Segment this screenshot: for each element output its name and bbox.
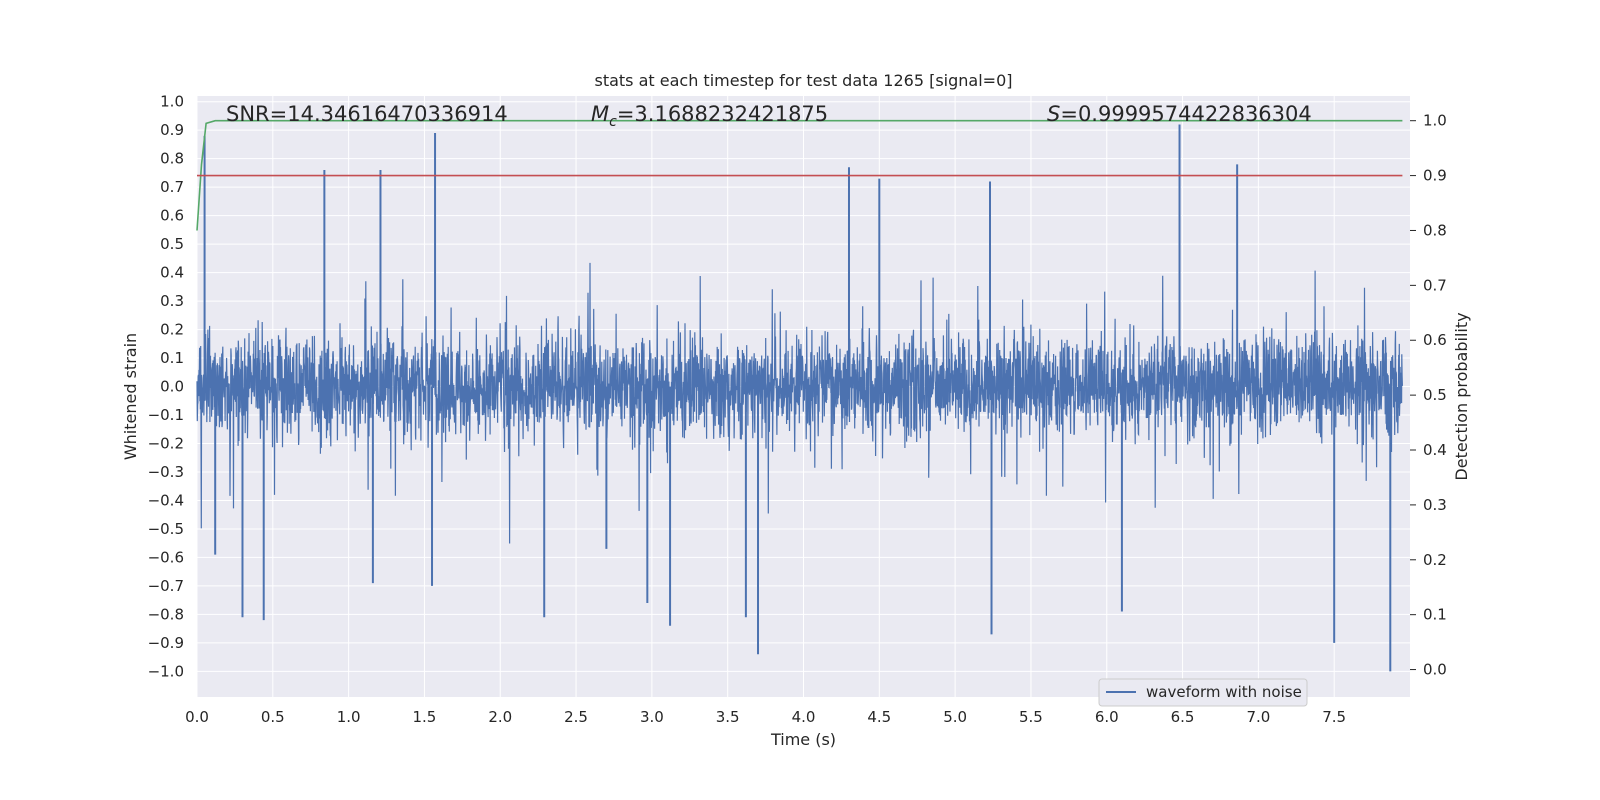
legend-label: waveform with noise: [1146, 683, 1302, 701]
y-tick-label: 0.9: [160, 121, 184, 139]
y2-tick-label: 0.4: [1423, 441, 1447, 459]
x-tick-label: 1.0: [337, 708, 361, 726]
snr-annotation: SNR=14.34616470336914: [226, 102, 508, 126]
y2-tick-label: 1.0: [1423, 112, 1447, 130]
y2-tick-label: 0.9: [1423, 167, 1447, 185]
x-tick-label: 7.0: [1246, 708, 1270, 726]
x-tick-label: 2.0: [488, 708, 512, 726]
x-tick-label: 2.5: [564, 708, 588, 726]
y-tick-label: 0.6: [160, 207, 184, 225]
probability-series: [196, 119, 1403, 231]
y2-tick-label: 0.0: [1423, 661, 1447, 679]
y-tick-label: −0.9: [148, 634, 184, 652]
ticks: 0.0 0.5 1.0 1.5 2.0 2.5 3.0 3.5 4.0 4.5 5.0 5.5 6.0 6…: [148, 93, 1447, 726]
y-tick-label: −0.4: [148, 491, 184, 509]
y2-tick-label: 0.7: [1423, 276, 1447, 294]
x-tick-label: 6.5: [1171, 708, 1195, 726]
y2-tick-label: 0.5: [1423, 386, 1447, 404]
y-tick-label: −0.3: [148, 463, 184, 481]
y2-tick-label: 0.8: [1423, 221, 1447, 239]
chart-title: stats at each timestep for test data 126…: [594, 71, 1012, 90]
y-tick-label: 0.4: [160, 264, 184, 282]
x-tick-label: 0.5: [261, 708, 285, 726]
y2-tick-label: 0.3: [1423, 496, 1447, 514]
legend-box: [1098, 678, 1308, 707]
y-tick-label: 0.7: [160, 178, 184, 196]
x-tick-label: 7.5: [1322, 708, 1346, 726]
y-tick-label: −0.1: [148, 406, 184, 424]
score-symbol: S: [1047, 102, 1060, 126]
x-tick-label: 1.5: [413, 708, 437, 726]
y-tick-label: 0.8: [160, 150, 184, 168]
x-tick-label: 5.0: [943, 708, 967, 726]
y-tick-label: −0.8: [148, 605, 184, 623]
y2-tick-label: 0.1: [1423, 606, 1447, 624]
y-tick-label: −0.6: [148, 548, 184, 566]
x-tick-label: 0.0: [185, 708, 209, 726]
y-tick-label: 0.3: [160, 292, 184, 310]
y2-axis-label: Detection probability: [1452, 312, 1471, 480]
y-tick-label: −1.0: [148, 662, 184, 680]
score-annotation: S=0.9999574422836304: [1047, 102, 1312, 126]
score-value: =0.9999574422836304: [1060, 102, 1311, 126]
waveform-line: [196, 262, 1403, 544]
x-tick-label: 3.5: [716, 708, 740, 726]
y-tick-label: −0.5: [148, 520, 184, 538]
x-tick-label: 3.0: [640, 708, 664, 726]
chirp-mass-subscript: c: [609, 114, 617, 130]
chirp-mass-value: =3.1688232421875: [617, 102, 828, 126]
y-tick-label: 0.2: [160, 321, 184, 339]
y-tick-label: 1.0: [160, 93, 184, 111]
legend: waveform with noise: [1098, 678, 1308, 707]
y-tick-label: 0.0: [160, 378, 184, 396]
y2-tick-label: 0.2: [1423, 551, 1447, 569]
chirp-mass-symbol: M: [591, 102, 609, 126]
y-tick-label: −0.7: [148, 577, 184, 595]
y-tick-label: −0.2: [148, 434, 184, 452]
x-tick-label: 6.0: [1095, 708, 1119, 726]
waveform-series: [196, 124, 1403, 672]
y-tick-label: 0.5: [160, 235, 184, 253]
y-tick-label: 0.1: [160, 349, 184, 367]
x-axis-label: Time (s): [770, 730, 836, 749]
x-tick-label: 4.0: [792, 708, 816, 726]
y-axis-label: Whitened strain: [121, 333, 140, 460]
y2-tick-label: 0.6: [1423, 331, 1447, 349]
x-tick-label: 5.5: [1019, 708, 1043, 726]
chirp-mass-annotation: Mc=3.1688232421875: [591, 102, 828, 130]
x-tick-label: 4.5: [867, 708, 891, 726]
